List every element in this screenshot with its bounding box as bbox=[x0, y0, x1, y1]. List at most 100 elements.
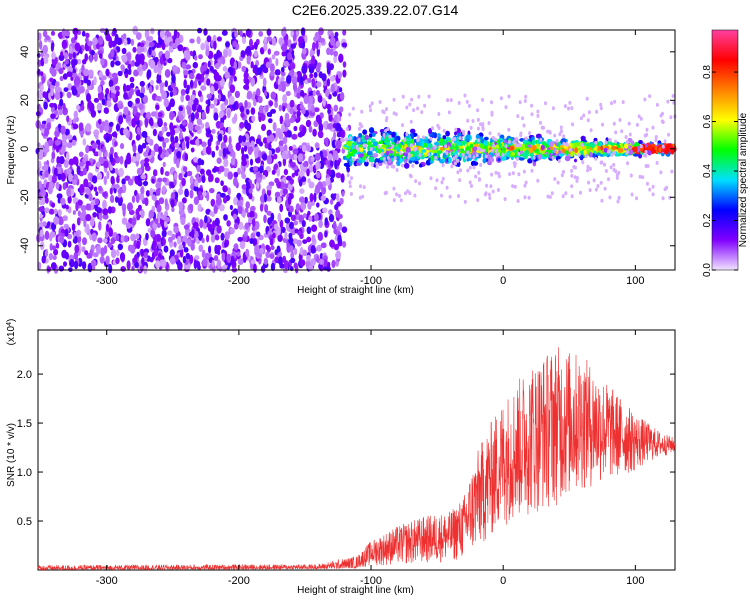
spectrogram-cell bbox=[599, 153, 604, 157]
spectrogram-cell bbox=[312, 41, 316, 51]
spectrogram-cell bbox=[114, 85, 120, 92]
spectrogram-cell bbox=[97, 85, 103, 94]
spectrogram-cell bbox=[92, 252, 99, 258]
spectrogram-cell bbox=[127, 178, 134, 186]
spectrogram-cell bbox=[290, 250, 295, 260]
spectrogram-cell bbox=[307, 210, 311, 216]
spectrogram-cell bbox=[189, 254, 194, 264]
spectrogram-cell bbox=[331, 193, 336, 201]
spectrogram-cell bbox=[328, 93, 332, 100]
spectrogram-cell bbox=[108, 121, 114, 127]
spectrogram-cell bbox=[214, 217, 220, 227]
spectrogram-cell bbox=[51, 202, 56, 208]
spectrogram-cell bbox=[55, 181, 60, 190]
spectrogram-cell bbox=[227, 48, 232, 57]
spectrogram-cell bbox=[298, 36, 304, 44]
spectrogram-cell bbox=[97, 90, 104, 101]
spectrogram-cell bbox=[307, 77, 312, 83]
spectrogram-cell bbox=[261, 123, 266, 132]
spectrogram-cell bbox=[164, 50, 171, 60]
spectrogram-cell bbox=[110, 48, 115, 58]
spectrogram-cell bbox=[105, 108, 109, 114]
spectrogram-cell bbox=[341, 42, 348, 48]
spectrogram-cell bbox=[108, 263, 113, 274]
spectrogram-cell bbox=[214, 177, 220, 184]
spectrogram-cell bbox=[186, 140, 190, 149]
spectrogram-cell bbox=[97, 36, 104, 46]
spectrogram-cell bbox=[209, 211, 214, 217]
spectrogram-cell bbox=[252, 165, 259, 172]
spectrogram-cell bbox=[410, 133, 415, 140]
spectrogram-cell bbox=[237, 167, 242, 175]
spectrogram-cell bbox=[296, 110, 302, 117]
spectrogram-cell bbox=[281, 66, 285, 73]
spectrogram-cell bbox=[267, 143, 272, 151]
spectrogram-cell bbox=[150, 229, 156, 238]
spectrogram-cell bbox=[64, 252, 69, 260]
spectrogram-cell bbox=[248, 216, 254, 224]
spectrogram-cell bbox=[176, 150, 182, 159]
spectrogram-cell bbox=[270, 245, 275, 251]
spectrogram-cell bbox=[236, 251, 241, 257]
spectrogram-cell bbox=[308, 215, 313, 222]
spectrogram-cell bbox=[122, 128, 129, 136]
spectrogram-cell bbox=[153, 56, 159, 63]
spectrogram-cell bbox=[125, 115, 131, 122]
spectrogram-cell bbox=[217, 89, 222, 95]
spectrogram-cell bbox=[302, 249, 308, 257]
spectrogram-cell bbox=[372, 141, 378, 147]
spectrogram-cell bbox=[120, 266, 126, 272]
spectrogram-cell bbox=[385, 150, 390, 156]
spectrogram-cell bbox=[242, 209, 246, 219]
spectrogram-cell bbox=[111, 72, 118, 79]
spectrogram-cell bbox=[454, 131, 458, 136]
spectrogram-cell bbox=[263, 43, 268, 52]
spectrogram-cell bbox=[312, 128, 317, 137]
spectrogram-cell bbox=[46, 266, 52, 272]
spectrogram-cell bbox=[537, 153, 543, 160]
spectrogram-cell bbox=[273, 223, 279, 231]
spectrogram-cell bbox=[146, 111, 152, 120]
spectrogram-cell bbox=[135, 112, 141, 118]
spectrogram-cell bbox=[298, 178, 303, 187]
spectrogram-cell bbox=[536, 143, 541, 147]
spectrogram-cell bbox=[44, 230, 50, 240]
spectrogram-cell bbox=[216, 259, 222, 269]
spectrogram-cell bbox=[223, 196, 228, 204]
spectrogram-cell bbox=[58, 156, 65, 165]
spectrogram-cell bbox=[194, 255, 200, 261]
spectrogram-cell bbox=[234, 90, 240, 99]
spectrogram-cell bbox=[462, 140, 467, 145]
spectrogram-cell bbox=[332, 150, 339, 159]
spectrogram-cell bbox=[196, 36, 201, 45]
spectrogram-cell bbox=[128, 68, 132, 75]
spectrogram-cell bbox=[96, 207, 102, 214]
chart-title: C2E6.2025.339.22.07.G14 bbox=[291, 2, 459, 18]
spectrogram-cell bbox=[85, 160, 91, 167]
spectrogram-cell bbox=[174, 136, 179, 143]
spectrogram-cell bbox=[260, 265, 266, 273]
spectrogram-cell bbox=[316, 172, 321, 179]
spectrogram-cell bbox=[102, 213, 109, 220]
spectrogram-cell bbox=[289, 221, 294, 230]
spectrogram-cell bbox=[125, 84, 131, 92]
spectrogram-cell bbox=[282, 188, 288, 195]
spectrogram-cell bbox=[42, 44, 48, 55]
spectrogram-cell bbox=[72, 156, 79, 165]
spectrogram-cell bbox=[105, 87, 110, 95]
spectrogram-cell bbox=[283, 144, 288, 151]
spectrogram-cell bbox=[246, 122, 252, 132]
spectrogram-cell bbox=[232, 213, 238, 220]
spectrogram-cell bbox=[74, 260, 79, 270]
spectrogram-cell bbox=[139, 46, 145, 53]
spectrogram-cell bbox=[180, 88, 186, 96]
spectrogram-cell bbox=[203, 28, 208, 36]
spectrogram-cell bbox=[193, 185, 199, 192]
spectrogram-cell bbox=[173, 226, 180, 234]
spectrogram-cell bbox=[273, 163, 278, 171]
spectrogram-cell bbox=[266, 210, 272, 216]
spectrogram-cell bbox=[240, 50, 246, 58]
spectrogram-cell bbox=[315, 114, 321, 123]
spectrogram-cell bbox=[226, 253, 232, 264]
spectrogram-cell bbox=[206, 191, 210, 202]
